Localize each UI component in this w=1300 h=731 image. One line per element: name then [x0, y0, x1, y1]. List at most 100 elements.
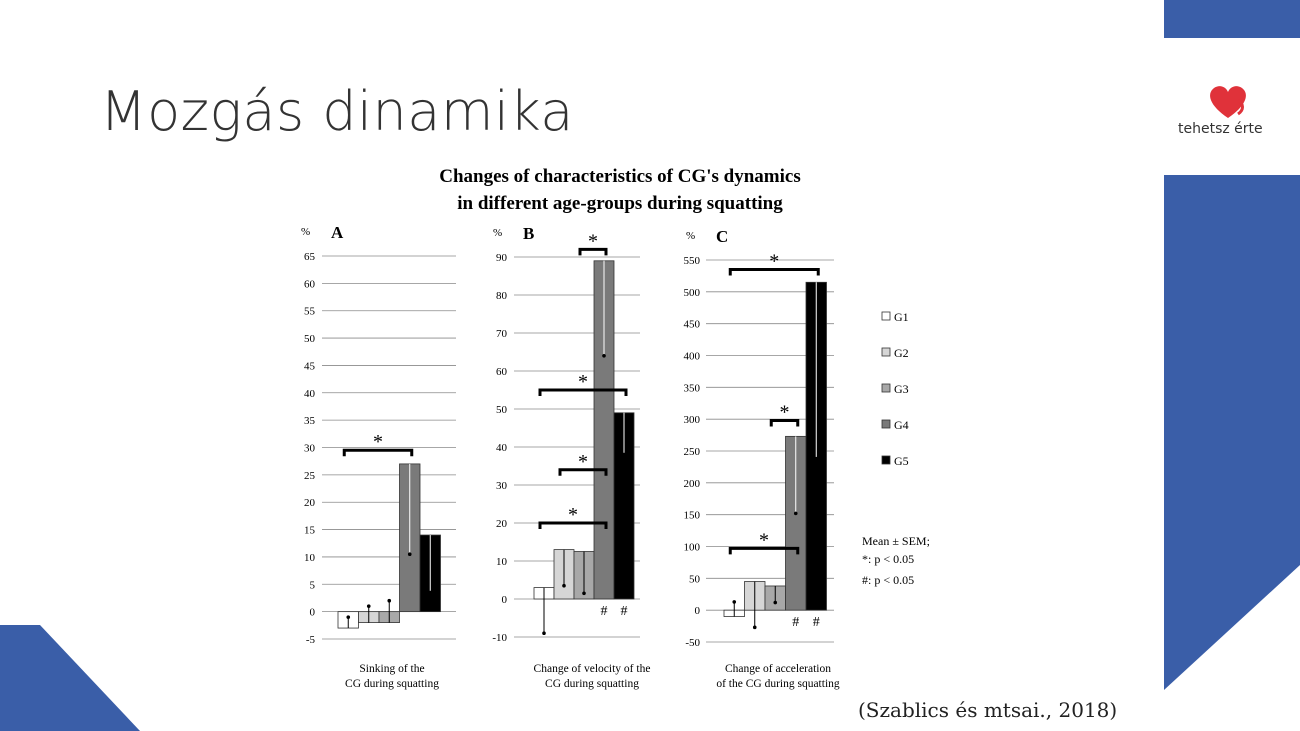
y-unit-label: % — [493, 227, 502, 239]
y-tick-label: 25 — [304, 470, 316, 482]
error-bar-end — [793, 511, 798, 516]
y-tick-label: 20 — [496, 518, 508, 530]
error-bar-end — [542, 631, 546, 635]
error-bar-end — [773, 600, 778, 605]
legend-swatch-G4 — [881, 419, 891, 429]
significance-notes: Mean ± SEM; *: p < 0.05 #: p < 0.05 — [862, 534, 930, 587]
y-tick-label: 550 — [684, 255, 701, 267]
panel-letter: C — [716, 227, 728, 246]
y-tick-label: 250 — [684, 446, 701, 458]
significance-bracket — [728, 268, 820, 276]
y-tick-label: 200 — [684, 478, 701, 490]
y-tick-label: 30 — [304, 443, 316, 455]
y-tick-label: 450 — [684, 319, 701, 331]
significance-star: * — [588, 230, 598, 252]
significance-star: * — [578, 371, 588, 393]
slide-title: Mozgás dinamika — [100, 80, 574, 143]
error-bar-end — [562, 583, 566, 588]
legend-label: G3 — [894, 382, 909, 396]
significance-star: * — [578, 451, 588, 473]
note-hash: #: p < 0.05 — [862, 573, 914, 587]
y-tick-label: 50 — [689, 573, 701, 585]
y-tick-label: 150 — [684, 510, 701, 522]
error-bar-end — [732, 600, 737, 604]
y-tick-label: 70 — [496, 328, 508, 340]
significance-star: * — [759, 529, 769, 551]
y-tick-label: 55 — [304, 306, 316, 318]
y-unit-label: % — [301, 226, 310, 238]
heart-logo-icon — [1210, 86, 1246, 118]
right-blue-shape — [1164, 175, 1300, 690]
error-bar-end — [582, 591, 586, 596]
y-unit-label: % — [686, 230, 695, 242]
hash-mark: # — [813, 615, 820, 630]
y-tick-label: 80 — [496, 290, 508, 302]
legend-swatch-G2 — [881, 347, 891, 357]
error-bar-end — [622, 452, 626, 457]
y-tick-label: 65 — [304, 251, 316, 263]
figure-title-line1: Changes of characteristics of CG's dynam… — [439, 166, 801, 187]
y-tick-label: 100 — [684, 542, 701, 554]
y-tick-label: 10 — [496, 556, 508, 568]
y-tick-label: 0 — [695, 605, 701, 617]
significance-bracket — [769, 418, 800, 427]
y-tick-label: 30 — [496, 480, 508, 492]
top-right-blue-bar — [1164, 0, 1300, 38]
legend-label: G5 — [894, 454, 909, 468]
y-tick-label: 15 — [304, 525, 316, 537]
significance-bracket — [578, 247, 608, 256]
y-tick-label: 90 — [496, 252, 508, 264]
y-tick-label: 10 — [304, 552, 316, 564]
error-bar-end — [752, 625, 757, 630]
x-axis-label: of the CG during squatting — [716, 678, 840, 690]
y-tick-label: 45 — [304, 360, 316, 372]
y-tick-label: 60 — [496, 366, 508, 378]
chart-panel-C: -50 0 50 100 150 200 250 300 350 400 450 500 550% C * *… — [684, 227, 840, 690]
legend-label: G4 — [894, 418, 909, 432]
y-tick-label: 400 — [684, 351, 701, 363]
y-tick-label: 300 — [684, 414, 701, 426]
error-bar-end — [428, 590, 433, 595]
note-star: *: p < 0.05 — [862, 552, 914, 566]
hash-mark: # — [621, 604, 628, 619]
y-tick-label: -10 — [492, 632, 507, 644]
y-tick-label: 20 — [304, 497, 316, 509]
chart-panel-B: -10 0 10 20 30 40 50 60 70 80 90% B * * * * # # Change of … — [492, 224, 650, 690]
note-mean-sem: Mean ± SEM; — [862, 534, 930, 548]
y-tick-label: 500 — [684, 287, 701, 299]
legend: G1 G2 G3 G4 G5 — [881, 310, 909, 468]
y-tick-label: 5 — [310, 579, 316, 591]
panel-letter: A — [331, 223, 344, 242]
legend-swatch-G5 — [881, 455, 891, 465]
significance-star: * — [373, 431, 383, 453]
y-tick-label: 50 — [496, 404, 508, 416]
y-tick-label: 60 — [304, 278, 316, 290]
hash-mark: # — [601, 604, 608, 619]
error-bar-end — [814, 456, 819, 461]
legend-label: G1 — [894, 310, 909, 324]
legend-swatch-G3 — [881, 383, 891, 393]
figure-title-line2: in different age-groups during squatting — [457, 193, 783, 214]
error-bar-end — [602, 354, 606, 358]
y-tick-label: -50 — [685, 637, 700, 649]
x-axis-label: Change of velocity of the — [534, 663, 651, 675]
error-bar-end — [407, 552, 412, 556]
chart-panel-A: -5 0 5 10 15 20 25 30 35 40 45 50 55 60 65% A * Sinking o… — [301, 223, 456, 690]
legend-swatch-G1 — [881, 311, 891, 321]
y-tick-label: 40 — [304, 388, 316, 400]
legend-label: G2 — [894, 346, 909, 360]
y-tick-label: 50 — [304, 333, 316, 345]
figure: Changes of characteristics of CG's dynam… — [301, 166, 930, 690]
significance-bracket — [728, 546, 800, 555]
y-tick-label: -5 — [306, 634, 316, 646]
citation: (Szablics és mtsai., 2018) — [858, 698, 1118, 722]
hash-mark: # — [792, 615, 799, 630]
error-bar-end — [387, 598, 392, 603]
bottom-left-blue-triangle — [0, 625, 140, 731]
significance-star: * — [769, 251, 779, 273]
significance-bracket — [558, 468, 608, 476]
significance-bracket — [538, 388, 628, 396]
significance-bracket — [538, 521, 608, 529]
